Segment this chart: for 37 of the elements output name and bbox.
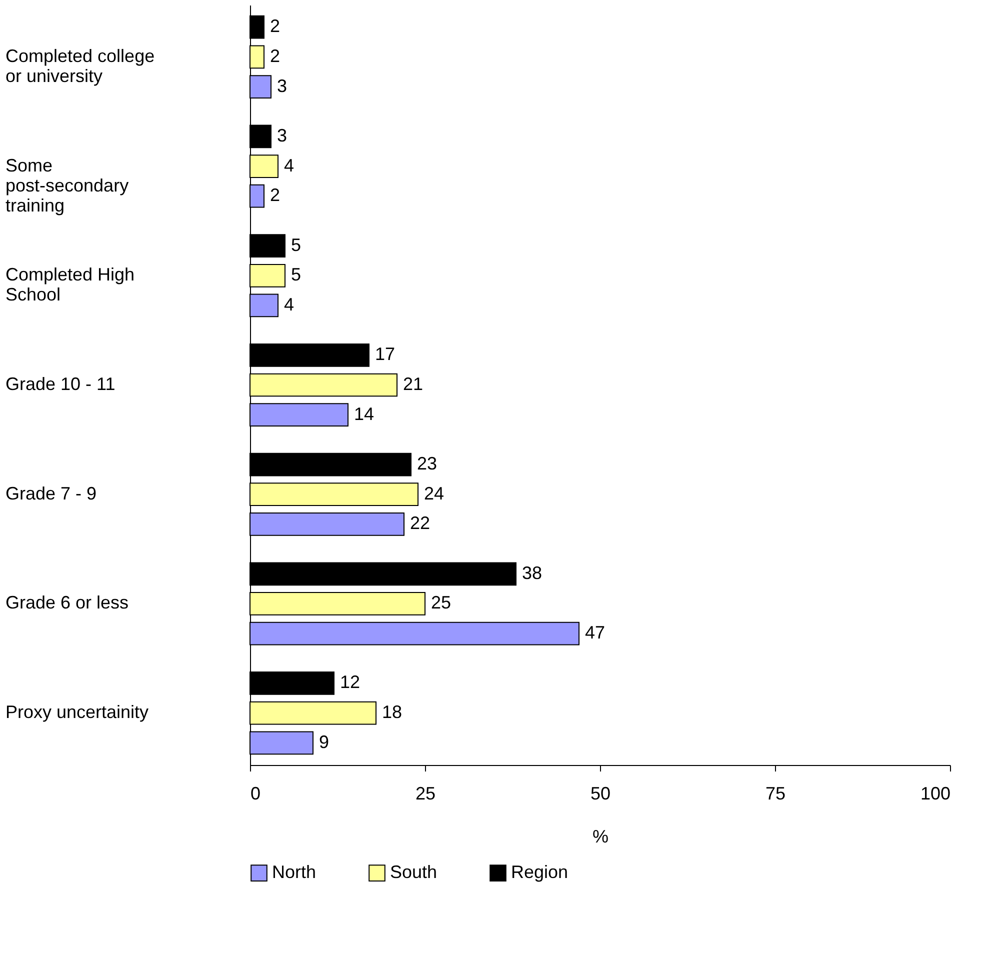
data-label: 9 bbox=[319, 732, 330, 752]
y-tick-label: Grade 7 - 9 bbox=[6, 483, 97, 504]
data-label: 38 bbox=[522, 562, 542, 583]
y-tick-label: Grade 10 - 11 bbox=[6, 374, 116, 394]
data-label: 4 bbox=[284, 294, 294, 314]
y-tick-label: Some post-secondary training bbox=[6, 155, 129, 216]
x-tick-label: 100 bbox=[920, 784, 950, 804]
data-label: 23 bbox=[417, 454, 438, 474]
data-label: 2 bbox=[270, 16, 280, 36]
x-tick-label: 0 bbox=[250, 784, 261, 804]
legend-label: Region bbox=[511, 862, 568, 882]
x-axis-title: % bbox=[592, 826, 609, 846]
data-label: 25 bbox=[431, 592, 452, 613]
x-tick-label: 25 bbox=[415, 784, 436, 804]
data-label: 18 bbox=[382, 702, 402, 722]
data-label: 47 bbox=[585, 622, 606, 643]
y-tick-label: Completed High School bbox=[6, 264, 135, 305]
data-label: 5 bbox=[291, 234, 302, 255]
data-label: 3 bbox=[277, 76, 288, 96]
y-tick-label: Completed college or university bbox=[6, 46, 155, 86]
data-label: 4 bbox=[284, 155, 294, 176]
data-label: 2 bbox=[270, 46, 280, 66]
data-label: 17 bbox=[375, 344, 396, 364]
data-label: 22 bbox=[410, 513, 430, 534]
y-tick-label: Proxy uncertainity bbox=[6, 702, 149, 722]
y-tick-label: Grade 6 or less bbox=[6, 592, 129, 613]
data-label: 12 bbox=[340, 672, 360, 692]
data-label: 5 bbox=[291, 264, 302, 285]
data-label: 21 bbox=[403, 374, 424, 394]
legend-label: South bbox=[390, 862, 438, 882]
data-label: 2 bbox=[270, 185, 280, 206]
data-label: 3 bbox=[277, 125, 288, 146]
x-tick-label: 75 bbox=[765, 784, 786, 804]
data-label: 14 bbox=[354, 404, 374, 424]
legend-label: North bbox=[272, 862, 316, 882]
x-tick-label: 50 bbox=[590, 784, 611, 804]
data-label: 24 bbox=[424, 483, 444, 504]
